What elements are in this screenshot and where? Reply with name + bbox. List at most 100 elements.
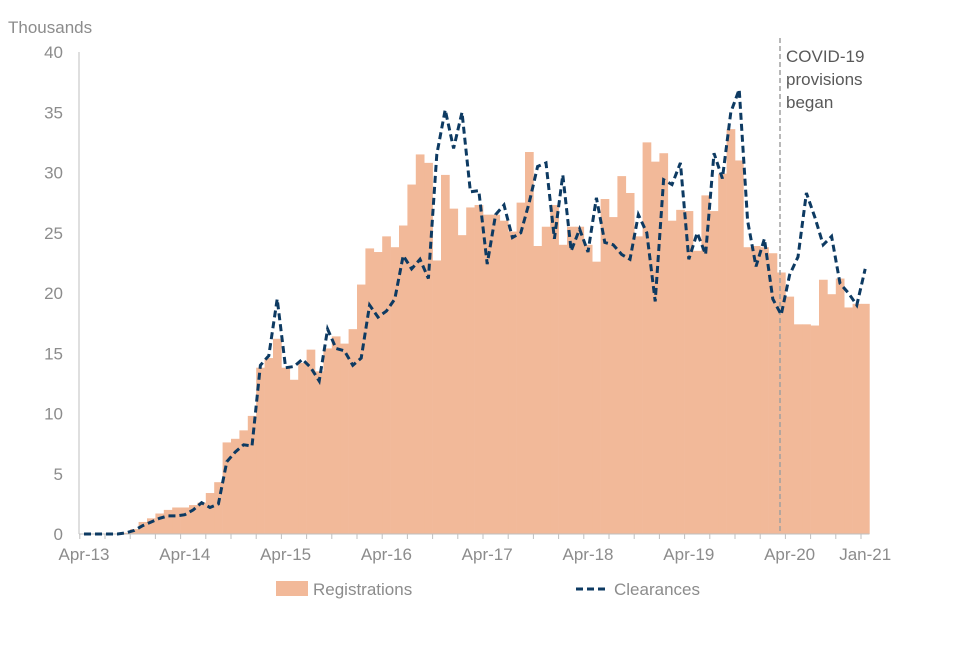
annotation-line-2: provisions (786, 70, 863, 89)
registrations-bar (138, 521, 148, 534)
registrations-bar (180, 507, 190, 534)
registrations-bar (583, 244, 593, 535)
x-tick-label: Apr-14 (159, 545, 210, 564)
registrations-bar (617, 176, 627, 535)
registrations-bar (172, 507, 181, 534)
registrations-bars (121, 129, 870, 535)
registrations-bar (735, 160, 744, 534)
registrations-bar (147, 518, 156, 534)
covid-annotation: COVID-19 provisions began (786, 47, 864, 112)
y-axis-unit-label: Thousands (8, 18, 92, 37)
x-tick-label: Apr-20 (764, 545, 815, 564)
registrations-bar (399, 225, 408, 534)
registrations-bar (525, 152, 534, 534)
y-tick-label: 35 (44, 103, 63, 122)
registrations-bar (726, 129, 736, 534)
registrations-bar (331, 336, 341, 534)
registrations-bar (382, 236, 391, 535)
registrations-bar (483, 214, 492, 535)
y-tick-label: 5 (54, 465, 63, 484)
registrations-bar (121, 532, 131, 534)
registrations-bar (667, 220, 677, 534)
registrations-bar (264, 358, 274, 534)
registrations-bar (844, 307, 853, 534)
registrations-bar (415, 154, 425, 535)
legend: Registrations Clearances (276, 580, 700, 599)
registrations-bar (819, 279, 828, 534)
registrations-bar (718, 173, 727, 534)
x-tick-label: Apr-13 (58, 545, 109, 564)
registrations-bar (189, 505, 198, 534)
x-tick-label: Apr-19 (663, 545, 714, 564)
registrations-bar (609, 217, 618, 534)
registrations-bar (751, 246, 761, 534)
registrations-bar (491, 214, 501, 535)
registrations-bar (323, 348, 333, 534)
registrations-bar (449, 208, 459, 534)
registrations-bar (357, 284, 366, 534)
registrations-bar (550, 205, 559, 534)
registrations-bar (432, 260, 442, 534)
y-tick-label: 0 (54, 525, 63, 544)
legend-registrations-swatch (276, 581, 308, 596)
registrations-bar (592, 261, 601, 534)
x-tick-label: Apr-15 (260, 545, 311, 564)
registrations-bar (651, 161, 660, 534)
y-tick-label: 25 (44, 224, 63, 243)
registrations-bar (306, 349, 316, 534)
registrations-bar (457, 235, 467, 534)
x-tick-label: Jan-21 (839, 545, 891, 564)
registrations-bar (340, 343, 349, 534)
registrations-bar (441, 174, 450, 534)
y-tick-label: 10 (44, 405, 63, 424)
registrations-bar (390, 247, 400, 534)
x-axis: Apr-13 Apr-14 Apr-15 Apr-16 Apr-17 Apr-18 Apr-… (58, 533, 891, 564)
registrations-bar (281, 367, 291, 534)
x-tick-label: Apr-18 (562, 545, 613, 564)
registrations-bar (802, 324, 811, 534)
registrations-bar (659, 153, 669, 534)
registrations-bar (214, 482, 223, 534)
registrations-bar (273, 338, 282, 534)
registrations-bar (315, 371, 324, 534)
y-axis: 0 5 10 15 20 25 30 35 40 (44, 43, 80, 544)
registrations-bar (709, 211, 719, 534)
registrations-bar (768, 253, 778, 535)
registrations-bar (684, 211, 694, 534)
annotation-line-1: COVID-19 (786, 47, 864, 66)
registrations-bar (827, 294, 837, 534)
registrations-bar (852, 303, 862, 534)
registrations-bar (205, 493, 215, 534)
registrations-bar (558, 244, 568, 535)
registrations-bar (424, 162, 433, 535)
y-tick-label: 40 (44, 43, 63, 62)
x-tick-label: Apr-17 (462, 545, 513, 564)
y-tick-label: 20 (44, 284, 63, 303)
registrations-bar (474, 205, 484, 534)
registrations-bar (197, 502, 207, 534)
registrations-bar (567, 226, 576, 534)
registrations-bar (289, 379, 299, 534)
registrations-bar (600, 199, 610, 534)
y-tick-label: 30 (44, 164, 63, 183)
registrations-bar (155, 513, 165, 534)
registrations-bar (298, 362, 307, 534)
registrations-bar (810, 325, 820, 534)
registrations-bar (861, 303, 870, 534)
registrations-bar (222, 442, 232, 534)
registrations-bar (239, 430, 249, 534)
registrations-bar (793, 324, 803, 534)
x-tick-label: Apr-16 (361, 545, 412, 564)
registrations-bar (163, 509, 173, 534)
registrations-bar (499, 220, 509, 534)
registrations-bar (247, 415, 257, 534)
registrations-bar (701, 195, 711, 534)
registrations-bar (642, 142, 652, 534)
registrations-bar (407, 184, 417, 535)
registrations-bar (373, 252, 383, 534)
registrations-bar (516, 202, 526, 534)
clearances-line (84, 88, 867, 536)
registrations-bar (777, 272, 786, 534)
registrations-bar (231, 438, 240, 534)
